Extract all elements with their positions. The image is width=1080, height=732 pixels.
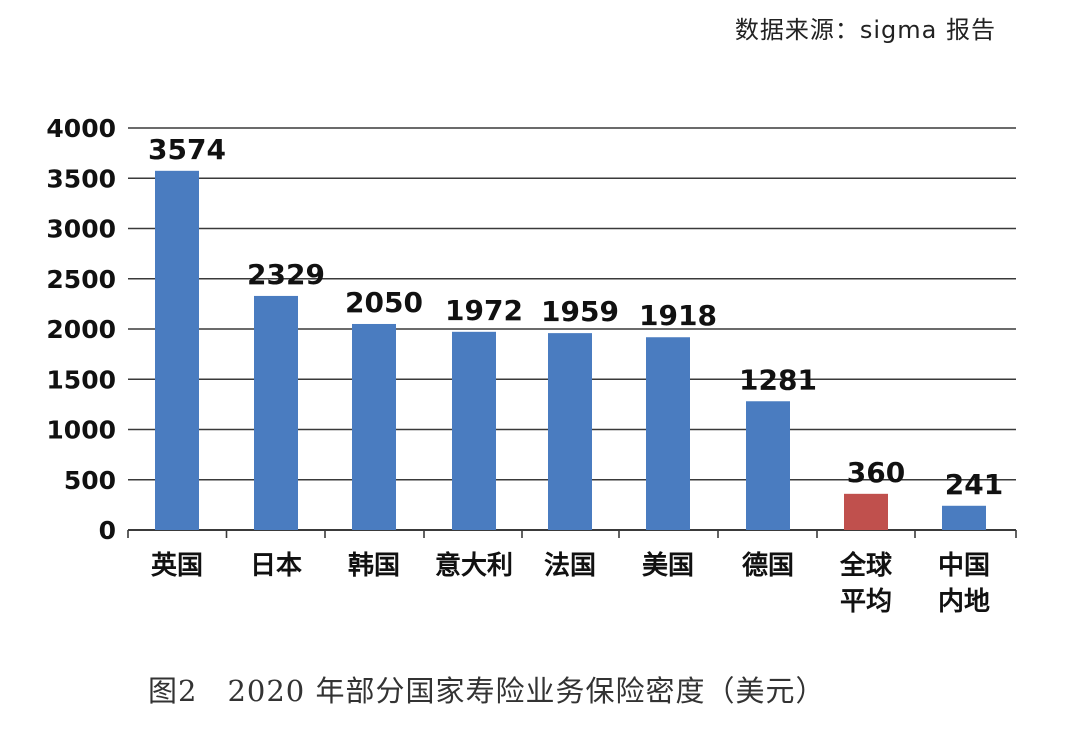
- y-tick-label: 1000: [46, 416, 116, 445]
- x-tick-label: 意大利: [435, 550, 513, 581]
- bar: [646, 337, 690, 530]
- data-label: 2050: [345, 286, 423, 319]
- bar-chart: 0 500 1000 1500 2000 2500 3000 3500 4000 3574 232…: [46, 114, 1017, 617]
- bar: [548, 333, 592, 530]
- data-label: 1972: [445, 294, 523, 327]
- x-tick-label: 内地: [938, 587, 990, 617]
- x-tick-label: 英国: [151, 551, 203, 581]
- y-tick-label: 2000: [46, 315, 116, 344]
- x-tick-label: 全球: [839, 550, 893, 581]
- value-labels: 3574 2329 2050 1972 1959 1918 1281 360 241: [148, 133, 1003, 501]
- data-label: 2329: [247, 258, 325, 291]
- data-label: 360: [847, 456, 905, 489]
- figure-caption: 图2 2020 年部分国家寿险业务保险密度（美元）: [148, 674, 826, 708]
- data-label: 1959: [541, 295, 619, 328]
- source-note: 数据来源：sigma 报告: [734, 16, 996, 44]
- x-tick-label: 法国: [544, 551, 596, 581]
- y-tick-label: 1500: [46, 365, 116, 394]
- y-tick-label: 500: [64, 466, 116, 495]
- bar: [942, 505, 986, 530]
- x-tick-label: 韩国: [348, 551, 400, 581]
- y-tick-label: 4000: [46, 114, 116, 143]
- y-tick-label: 3500: [46, 164, 116, 193]
- data-label: 1281: [739, 363, 817, 396]
- bars: [155, 170, 986, 531]
- y-tick-label: 0: [99, 516, 116, 545]
- x-tick-label: 日本: [250, 551, 302, 581]
- bar: [352, 323, 396, 530]
- bar: [155, 170, 199, 531]
- y-tick-label: 3000: [46, 215, 116, 244]
- bar: [844, 493, 888, 530]
- y-axis-tick-labels: 0 500 1000 1500 2000 2500 3000 3500 4000: [46, 114, 116, 545]
- bar: [452, 331, 496, 530]
- x-tick-label: 美国: [642, 550, 694, 581]
- bar: [254, 295, 298, 530]
- data-label: 1918: [639, 299, 717, 332]
- x-tick-label: 平均: [840, 587, 892, 617]
- data-label: 241: [945, 468, 1003, 501]
- data-label: 3574: [148, 133, 226, 166]
- y-tick-label: 2500: [46, 265, 116, 294]
- x-tick-label: 中国: [938, 551, 990, 581]
- bar: [746, 401, 790, 530]
- x-tick-label: 德国: [742, 551, 794, 581]
